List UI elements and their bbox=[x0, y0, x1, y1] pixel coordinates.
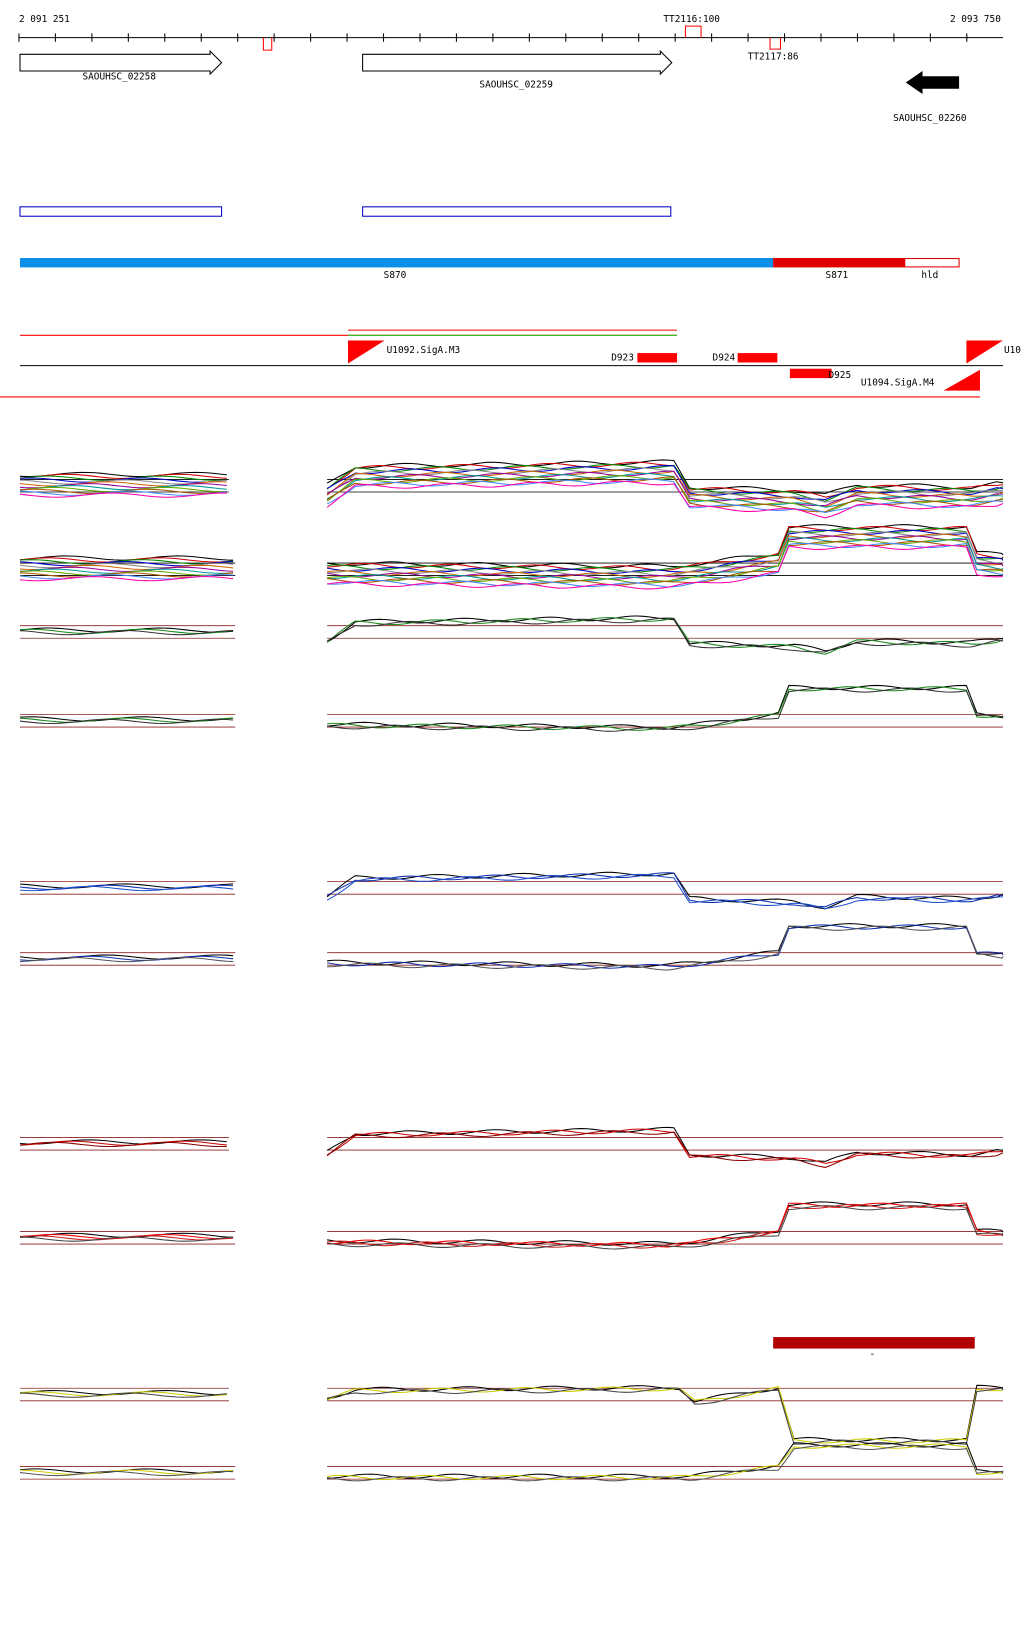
expression-line bbox=[19, 1233, 234, 1240]
expression-line bbox=[19, 1392, 227, 1398]
expression-line bbox=[327, 924, 1004, 969]
expression-line bbox=[326, 1386, 1004, 1444]
expression-line bbox=[19, 1390, 227, 1396]
terminator bbox=[769, 37, 781, 50]
expression-line bbox=[327, 533, 1003, 579]
expression-line bbox=[19, 473, 227, 479]
expression-line bbox=[19, 629, 234, 636]
expression-line bbox=[19, 477, 227, 483]
cds-box bbox=[362, 206, 672, 217]
expression-line bbox=[19, 718, 234, 725]
expression-line bbox=[327, 684, 1004, 730]
expression-line bbox=[327, 529, 1004, 575]
expression-line bbox=[327, 1205, 1004, 1250]
terminator bbox=[262, 37, 273, 51]
expression-line bbox=[19, 885, 234, 892]
expression-line bbox=[19, 1236, 234, 1242]
terminator-label: TT2116:100 bbox=[663, 14, 720, 25]
expression-line bbox=[326, 480, 1004, 519]
promoter-flag bbox=[348, 340, 385, 364]
expression-line bbox=[327, 527, 1004, 573]
expression-line bbox=[19, 717, 234, 723]
promoter-flag bbox=[966, 340, 1003, 364]
expression-line bbox=[326, 617, 1004, 655]
expression-line bbox=[326, 871, 1004, 910]
expression-line bbox=[326, 617, 1004, 653]
cds-box bbox=[19, 206, 223, 217]
expression-line bbox=[327, 1202, 1004, 1248]
expression-line bbox=[326, 1128, 1003, 1164]
terminator-label: TT2117:86 bbox=[748, 52, 799, 63]
ruler-end: 2 093 750 bbox=[950, 14, 1001, 25]
expression-line bbox=[327, 1444, 1004, 1482]
expression-line bbox=[327, 687, 1004, 732]
feature-label: U1092.SigA.M3 bbox=[387, 345, 460, 356]
expression-line bbox=[326, 475, 1004, 514]
segment-label: hld bbox=[921, 270, 938, 281]
expression-line bbox=[19, 485, 227, 491]
expression-line bbox=[19, 566, 234, 572]
expression-line bbox=[19, 1469, 234, 1475]
expression-line bbox=[326, 873, 1003, 910]
expression-line bbox=[327, 925, 1004, 971]
expression-line bbox=[19, 570, 234, 576]
expression-line bbox=[326, 478, 1004, 514]
expression-line bbox=[327, 1443, 1004, 1481]
feature bbox=[737, 353, 778, 363]
expression-line bbox=[326, 472, 1003, 508]
expression-line bbox=[19, 492, 227, 498]
region-label: - bbox=[870, 1349, 876, 1360]
feature-label: D924 bbox=[713, 352, 736, 363]
region-bar bbox=[773, 1337, 975, 1349]
expression-line bbox=[326, 470, 1003, 507]
terminator bbox=[684, 25, 702, 38]
expression-line bbox=[326, 469, 1004, 508]
expression-line bbox=[326, 1126, 1004, 1162]
feature-label: U10 bbox=[1004, 345, 1021, 356]
feature bbox=[789, 368, 832, 379]
expression-line bbox=[327, 544, 1004, 590]
expression-line bbox=[19, 956, 234, 963]
gene-arrow bbox=[362, 49, 673, 76]
promoter-flag bbox=[943, 369, 980, 391]
expression-tracks bbox=[19, 459, 1004, 1482]
gene-arrow bbox=[905, 71, 960, 95]
expression-line bbox=[326, 615, 1004, 652]
expression-line bbox=[326, 872, 1004, 908]
feature-label: D925 bbox=[829, 370, 852, 381]
gene-label: SAOUHSC_02258 bbox=[82, 71, 156, 82]
expression-line bbox=[19, 1470, 234, 1477]
segment-label: S871 bbox=[826, 270, 849, 281]
gene-label: SAOUHSC_02260 bbox=[893, 113, 967, 124]
feature-label: D923 bbox=[611, 352, 634, 363]
expression-line bbox=[327, 1203, 1003, 1249]
segment bbox=[904, 258, 960, 268]
ruler-start: 2 091 251 bbox=[19, 14, 70, 25]
expression-line bbox=[327, 923, 1004, 968]
gene-arrow bbox=[19, 49, 223, 76]
expression-line bbox=[327, 686, 1004, 731]
gene-label: SAOUHSC_02259 bbox=[479, 80, 553, 91]
expression-line bbox=[326, 476, 1003, 513]
expression-line bbox=[327, 525, 1004, 571]
expression-line bbox=[327, 539, 1004, 584]
expression-line bbox=[327, 531, 1004, 577]
expression-line bbox=[19, 955, 234, 961]
expression-line bbox=[327, 1384, 1004, 1443]
expression-line bbox=[326, 1387, 1004, 1445]
segment bbox=[20, 258, 774, 268]
segment bbox=[773, 258, 905, 268]
segment-label: S870 bbox=[384, 270, 407, 281]
expression-line bbox=[19, 1141, 227, 1148]
ruler: 2 091 251 2 093 750 bbox=[18, 14, 1003, 42]
expression-line bbox=[19, 883, 234, 889]
expression-line bbox=[327, 524, 1004, 569]
feature bbox=[637, 353, 678, 363]
expression-line bbox=[19, 559, 234, 565]
feature-label: U1094.SigA.M4 bbox=[861, 377, 935, 388]
expression-line bbox=[326, 1130, 1004, 1168]
expression-line bbox=[19, 576, 234, 582]
